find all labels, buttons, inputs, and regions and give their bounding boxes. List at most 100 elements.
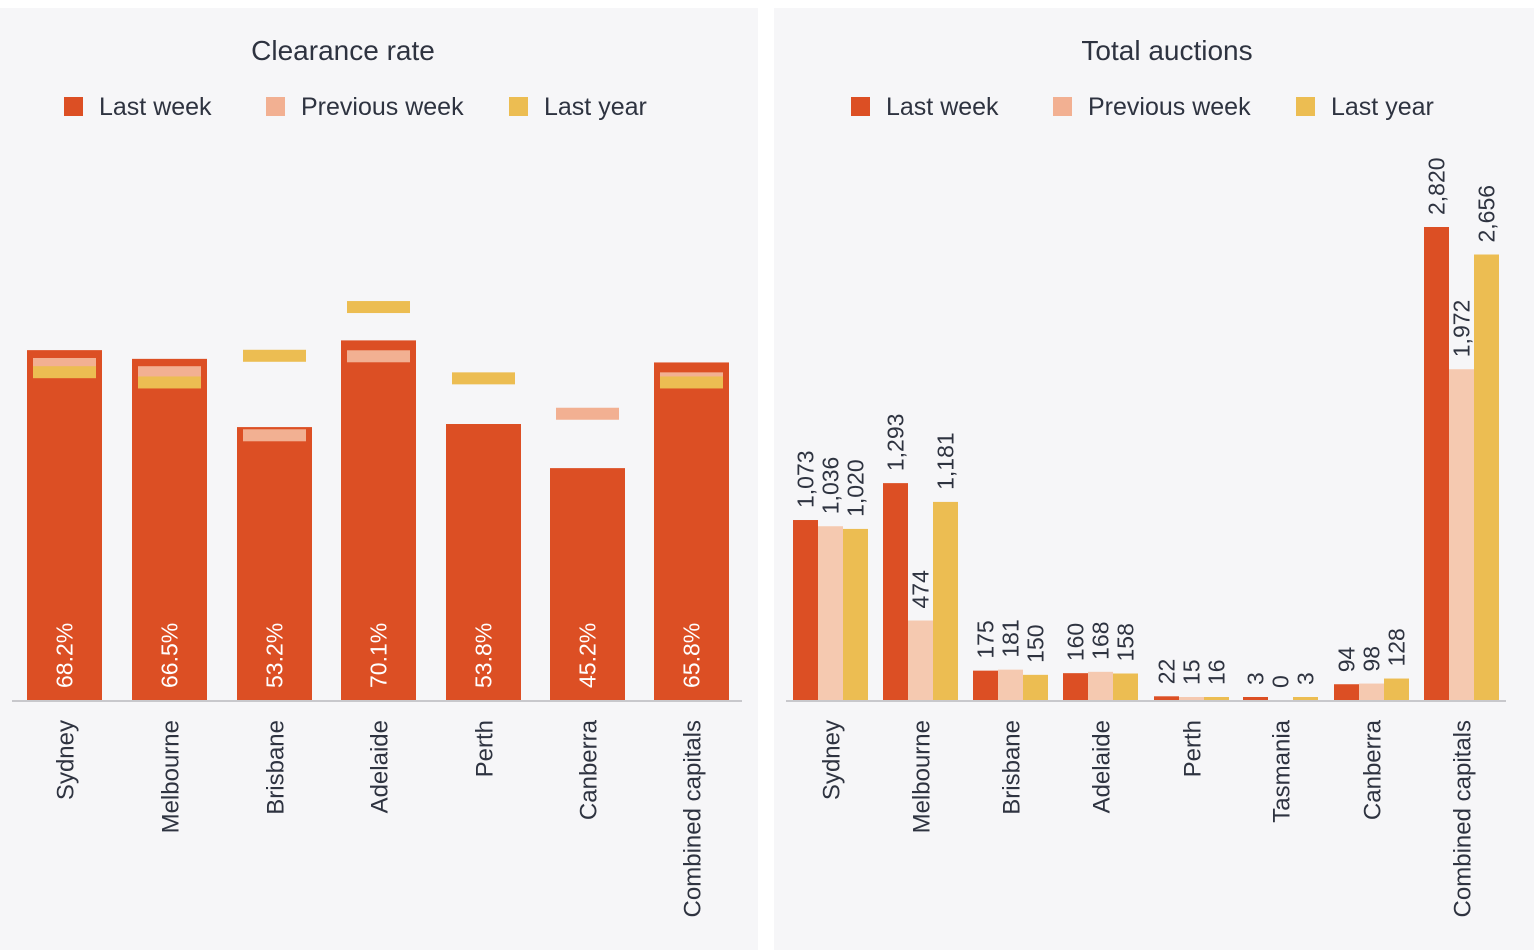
bar-previous-week-combined-capitals	[1449, 369, 1474, 700]
value-label-sydney: 68.2%	[52, 623, 78, 688]
category-label-melbourne: Melbourne	[909, 720, 936, 833]
bar-last-week-perth	[446, 424, 521, 700]
value-label-previous-week-melbourne: 474	[908, 570, 934, 609]
legend-swatch-previous-week	[266, 97, 285, 116]
marker-last-year-perth	[452, 372, 515, 385]
bar-last-year-tasmania	[1293, 697, 1318, 700]
value-label-previous-week-brisbane: 181	[998, 619, 1024, 657]
category-label-canberra: Canberra	[1360, 719, 1387, 820]
category-label-perth: Perth	[1180, 720, 1207, 777]
value-label-last-year-brisbane: 150	[1023, 624, 1049, 662]
value-label-last-year-combined-capitals: 2,656	[1474, 185, 1500, 243]
chart-title: Clearance rate	[251, 35, 435, 66]
bar-previous-week-perth	[1179, 697, 1204, 700]
marker-previous-week-adelaide	[347, 350, 410, 363]
bar-last-week-canberra	[550, 468, 625, 700]
chart-title: Total auctions	[1081, 35, 1252, 66]
value-label-last-week-canberra: 94	[1334, 646, 1360, 672]
bar-last-week-melbourne	[132, 358, 207, 700]
marker-last-year-melbourne	[138, 376, 201, 389]
value-label-canberra: 45.2%	[575, 623, 601, 688]
bar-last-week-canberra	[1334, 684, 1359, 700]
value-label-last-year-melbourne: 1,181	[933, 432, 959, 490]
legend-swatch-last-year	[509, 97, 528, 116]
clearance-rate-panel: Clearance rate Last week Previous week Last…	[0, 8, 758, 950]
value-label-previous-week-tasmania: 0	[1268, 675, 1294, 688]
value-label-last-week-tasmania: 3	[1243, 672, 1269, 685]
legend-label-last-week: Last week	[99, 93, 212, 121]
value-label-previous-week-adelaide: 168	[1088, 621, 1114, 659]
marker-previous-week-melbourne	[138, 366, 201, 379]
marker-last-year-combined-capitals	[660, 376, 723, 389]
bar-last-week-brisbane	[237, 427, 312, 700]
bar-last-week-tasmania	[1243, 697, 1268, 700]
bar-previous-week-canberra	[1359, 683, 1384, 700]
value-label-last-year-tasmania: 3	[1293, 672, 1319, 685]
category-label-sydney: Sydney	[53, 720, 80, 800]
value-label-last-year-adelaide: 158	[1113, 623, 1139, 661]
category-label-adelaide: Adelaide	[1089, 720, 1116, 813]
bar-previous-week-brisbane	[998, 669, 1023, 700]
value-label-last-year-perth: 16	[1204, 659, 1230, 685]
marker-previous-week-canberra	[556, 407, 619, 420]
bar-last-year-combined-capitals	[1474, 254, 1499, 700]
bar-last-year-adelaide	[1113, 673, 1138, 700]
category-label-brisbane: Brisbane	[999, 720, 1026, 815]
legend-swatch-previous-week	[1053, 97, 1072, 116]
bar-last-week-adelaide	[341, 340, 416, 700]
legend-label-previous-week: Previous week	[1088, 93, 1251, 121]
value-label-last-week-adelaide: 160	[1063, 623, 1089, 661]
value-label-combined-capitals: 65.8%	[679, 623, 705, 688]
value-label-last-week-melbourne: 1,293	[883, 414, 909, 472]
value-label-last-week-perth: 22	[1154, 659, 1180, 685]
category-label-melbourne: Melbourne	[158, 720, 185, 833]
legend-label-last-year: Last year	[1331, 93, 1434, 121]
marker-last-year-adelaide	[347, 301, 410, 314]
legend-label-previous-week: Previous week	[301, 93, 464, 121]
total-auctions-chart: Total auctions Last week Previous week Last…	[786, 35, 1506, 917]
value-label-last-week-brisbane: 175	[973, 620, 999, 658]
category-label-combined-capitals: Combined capitals	[680, 720, 707, 917]
bar-last-week-combined-capitals	[654, 362, 729, 700]
bar-last-year-sydney	[843, 528, 868, 700]
value-label-adelaide: 70.1%	[366, 623, 392, 688]
bar-last-week-combined-capitals	[1424, 227, 1449, 700]
clearance-rate-chart: Clearance rate Last week Previous week Last…	[12, 35, 742, 917]
legend-swatch-last-year	[1296, 97, 1315, 116]
category-label-canberra: Canberra	[576, 719, 603, 820]
value-label-last-week-combined-capitals: 2,820	[1424, 157, 1450, 215]
value-label-perth: 53.8%	[471, 623, 497, 688]
value-label-previous-week-combined-capitals: 1,972	[1449, 300, 1475, 358]
value-label-previous-week-sydney: 1,036	[818, 457, 844, 515]
value-label-last-year-sydney: 1,020	[843, 459, 869, 517]
category-label-tasmania: Tasmania	[1269, 719, 1296, 822]
total-auctions-panel: Total auctions Last week Previous week Last…	[774, 8, 1534, 950]
bar-last-week-sydney	[27, 350, 102, 700]
value-label-brisbane: 53.2%	[262, 623, 288, 688]
category-label-combined-capitals: Combined capitals	[1450, 720, 1477, 917]
bar-last-year-canberra	[1384, 678, 1409, 700]
bar-last-week-melbourne	[883, 483, 908, 700]
bar-last-week-perth	[1154, 696, 1179, 700]
bar-last-week-brisbane	[973, 670, 998, 700]
bar-previous-week-sydney	[818, 526, 843, 700]
category-label-brisbane: Brisbane	[263, 720, 290, 815]
bar-last-year-perth	[1204, 697, 1229, 700]
category-label-perth: Perth	[472, 720, 499, 777]
category-label-sydney: Sydney	[819, 720, 846, 800]
bar-previous-week-melbourne	[908, 620, 933, 700]
marker-last-year-sydney	[33, 366, 96, 379]
value-label-last-week-sydney: 1,073	[793, 450, 819, 508]
legend-label-last-week: Last week	[886, 93, 999, 121]
marker-previous-week-brisbane	[243, 429, 306, 442]
legend-label-last-year: Last year	[544, 93, 647, 121]
value-label-previous-week-canberra: 98	[1359, 646, 1385, 672]
bar-last-week-adelaide	[1063, 673, 1088, 700]
value-label-last-year-canberra: 128	[1384, 628, 1410, 666]
bar-last-year-brisbane	[1023, 674, 1048, 700]
value-label-previous-week-perth: 15	[1179, 659, 1205, 685]
bar-previous-week-adelaide	[1088, 671, 1113, 700]
legend-swatch-last-week	[64, 97, 83, 116]
value-label-melbourne: 66.5%	[157, 623, 183, 688]
bar-last-week-sydney	[793, 520, 818, 700]
